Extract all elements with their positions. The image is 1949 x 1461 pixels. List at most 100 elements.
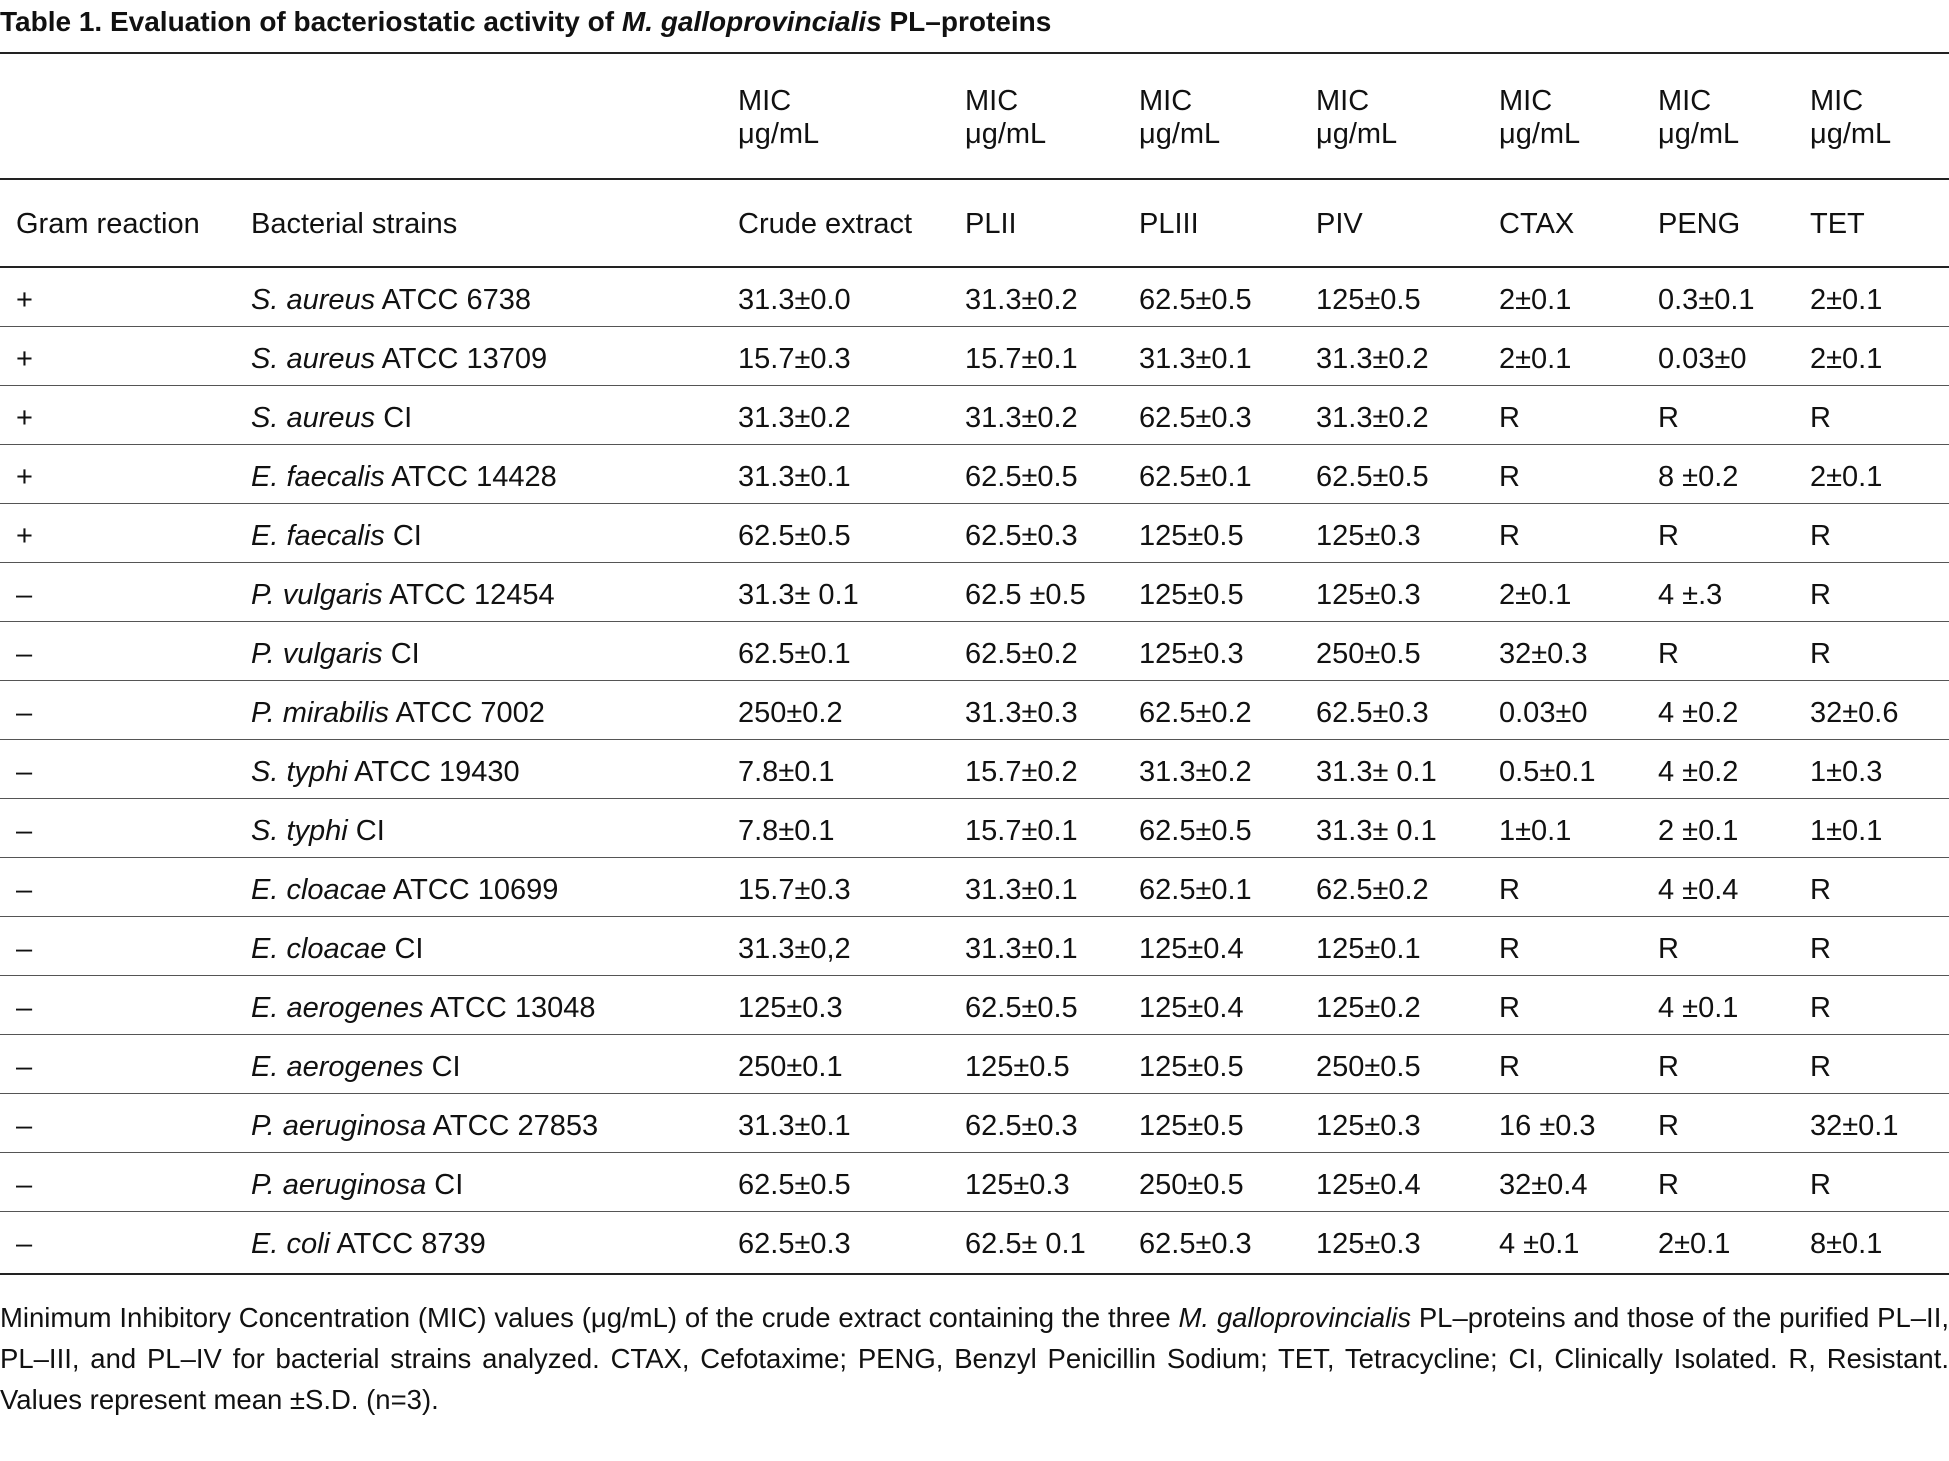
mic-value-cell: 0.03±0 bbox=[1499, 697, 1588, 729]
species-name: P. vulgaris bbox=[251, 579, 383, 611]
mic-value-cell: 31.3±0.2 bbox=[965, 402, 1078, 434]
mic-value-cell: R bbox=[1658, 1051, 1679, 1083]
mic-value-cell: 32±0.3 bbox=[1499, 638, 1588, 670]
mic-value-cell: 62.5±0.5 bbox=[738, 1169, 851, 1201]
mic-value-cell: 125±0.1 bbox=[1316, 933, 1421, 965]
mic-value-cell: R bbox=[1499, 874, 1520, 906]
species-name: S. typhi bbox=[251, 756, 348, 788]
mic-value-cell: 4 ±0.4 bbox=[1658, 874, 1739, 906]
mic-value-cell: 32±0.4 bbox=[1499, 1169, 1588, 1201]
bacterial-strain-cell: S. aureus ATCC 13709 bbox=[251, 342, 547, 376]
species-name: E. cloacae bbox=[251, 874, 387, 906]
strain-id: ATCC 10699 bbox=[386, 874, 559, 906]
mic-value-cell: 2±0.1 bbox=[1810, 284, 1883, 316]
mic-value-cell: 2±0.1 bbox=[1499, 579, 1572, 611]
column-header: PIV bbox=[1316, 208, 1363, 240]
strain-id: CI bbox=[382, 638, 420, 670]
mic-value-cell: R bbox=[1810, 1169, 1831, 1201]
mic-value-cell: 2 ±0.1 bbox=[1658, 815, 1739, 847]
mic-value-cell: 62.5±0.1 bbox=[738, 638, 851, 670]
mic-value-cell: 250±0.5 bbox=[1316, 1051, 1421, 1083]
mic-value-cell: 4 ±.3 bbox=[1658, 579, 1723, 611]
mic-value-cell: R bbox=[1810, 1051, 1831, 1083]
mic-value-cell: 4 ±0.1 bbox=[1499, 1228, 1580, 1260]
mic-value-cell: 250±0.5 bbox=[1139, 1169, 1244, 1201]
unit-header-unit: μg/mL bbox=[1316, 118, 1398, 150]
mic-value-cell: 62.5±0.1 bbox=[1139, 461, 1252, 493]
mic-value-cell: 62.5±0.5 bbox=[1139, 815, 1252, 847]
bacterial-strain-cell: S. aureus ATCC 6738 bbox=[251, 283, 531, 317]
mic-value-cell: R bbox=[1499, 402, 1520, 434]
row-separator bbox=[0, 1152, 1949, 1154]
mic-value-cell: 15.7±0.1 bbox=[965, 343, 1078, 375]
mic-value-cell: 8 ±0.2 bbox=[1658, 461, 1739, 493]
mic-value-cell: 62.5±0.2 bbox=[965, 638, 1078, 670]
unit-header-unit: μg/mL bbox=[1139, 118, 1221, 150]
mic-value-cell: 62.5±0.3 bbox=[1316, 697, 1429, 729]
mic-value-cell: R bbox=[1810, 402, 1831, 434]
mic-value-cell: 2±0.1 bbox=[1810, 343, 1883, 375]
gram-reaction-cell: + bbox=[16, 343, 33, 375]
mic-value-cell: 62.5±0.2 bbox=[1316, 874, 1429, 906]
mic-value-cell: R bbox=[1658, 520, 1679, 552]
mic-value-cell: R bbox=[1658, 402, 1679, 434]
mic-value-cell: 31.3±0.2 bbox=[1316, 402, 1429, 434]
gram-reaction-cell: – bbox=[16, 1169, 33, 1201]
mic-value-cell: 62.5±0.5 bbox=[1139, 284, 1252, 316]
strain-id: CI bbox=[375, 402, 413, 434]
mic-value-cell: 125±0.5 bbox=[1139, 1051, 1244, 1083]
mic-value-cell: 125±0.4 bbox=[1139, 933, 1244, 965]
mic-value-cell: 125±0.3 bbox=[1316, 1228, 1421, 1260]
mic-value-cell: 0.03±0 bbox=[1658, 343, 1747, 375]
header-bottom-rule bbox=[0, 266, 1949, 268]
column-header: PENG bbox=[1658, 208, 1741, 240]
gram-reaction-cell: – bbox=[16, 815, 33, 847]
gram-reaction-cell: – bbox=[16, 933, 33, 965]
mic-value-cell: 62.5± 0.1 bbox=[965, 1228, 1086, 1260]
mic-value-cell: 32±0.6 bbox=[1810, 697, 1899, 729]
bacterial-strain-cell: E. aerogenes ATCC 13048 bbox=[251, 991, 595, 1025]
strain-id: ATCC 27853 bbox=[426, 1110, 599, 1142]
header-unit-rule bbox=[0, 178, 1949, 180]
bacterial-strain-cell: S. aureus CI bbox=[251, 401, 412, 435]
bacterial-strain-cell: S. typhi ATCC 19430 bbox=[251, 755, 520, 789]
mic-value-cell: 31.3±0.1 bbox=[965, 933, 1078, 965]
bacterial-strain-cell: P. vulgaris ATCC 12454 bbox=[251, 578, 555, 612]
mic-value-cell: 31.3± 0.1 bbox=[1316, 815, 1437, 847]
column-header: CTAX bbox=[1499, 208, 1575, 240]
mic-value-cell: 250±0.2 bbox=[738, 697, 843, 729]
species-name: E. aerogenes bbox=[251, 992, 424, 1024]
species-name: E. cloacae bbox=[251, 933, 387, 965]
species-name: P. aeruginosa bbox=[251, 1110, 427, 1142]
row-separator bbox=[0, 916, 1949, 918]
strain-id: ATCC 13709 bbox=[375, 343, 548, 375]
mic-value-cell: R bbox=[1810, 579, 1831, 611]
mic-value-cell: R bbox=[1810, 874, 1831, 906]
mic-value-cell: 62.5±0.3 bbox=[738, 1228, 851, 1260]
strain-id: ATCC 13048 bbox=[423, 992, 596, 1024]
mic-value-cell: 125±0.3 bbox=[1316, 520, 1421, 552]
mic-value-cell: R bbox=[1499, 933, 1520, 965]
mic-value-cell: 31.3±0.0 bbox=[738, 284, 851, 316]
strain-id: ATCC 6738 bbox=[375, 284, 531, 316]
table-footnote: Minimum Inhibitory Concentration (MIC) v… bbox=[0, 1302, 1949, 1415]
row-separator bbox=[0, 857, 1949, 859]
mic-value-cell: R bbox=[1810, 933, 1831, 965]
unit-header-unit: μg/mL bbox=[1810, 118, 1892, 150]
mic-value-cell: 125±0.5 bbox=[965, 1051, 1070, 1083]
mic-value-cell: 31.3±0.1 bbox=[1139, 343, 1252, 375]
mic-value-cell: 31.3± 0.1 bbox=[1316, 756, 1437, 788]
species-name: S. typhi bbox=[251, 815, 348, 847]
species-name: E. coli bbox=[251, 1228, 330, 1260]
mic-value-cell: 2±0.1 bbox=[1810, 461, 1883, 493]
mic-value-cell: 4 ±0.1 bbox=[1658, 992, 1739, 1024]
row-separator bbox=[0, 1093, 1949, 1095]
mic-value-cell: R bbox=[1810, 992, 1831, 1024]
mic-value-cell: 1±0.1 bbox=[1810, 815, 1883, 847]
strain-id: CI bbox=[386, 933, 424, 965]
gram-reaction-cell: – bbox=[16, 756, 33, 788]
bacterial-strain-cell: E. coli ATCC 8739 bbox=[251, 1227, 486, 1261]
column-header: Gram reaction bbox=[16, 208, 200, 240]
mic-value-cell: 125±0.4 bbox=[1139, 992, 1244, 1024]
mic-value-cell: R bbox=[1499, 1051, 1520, 1083]
